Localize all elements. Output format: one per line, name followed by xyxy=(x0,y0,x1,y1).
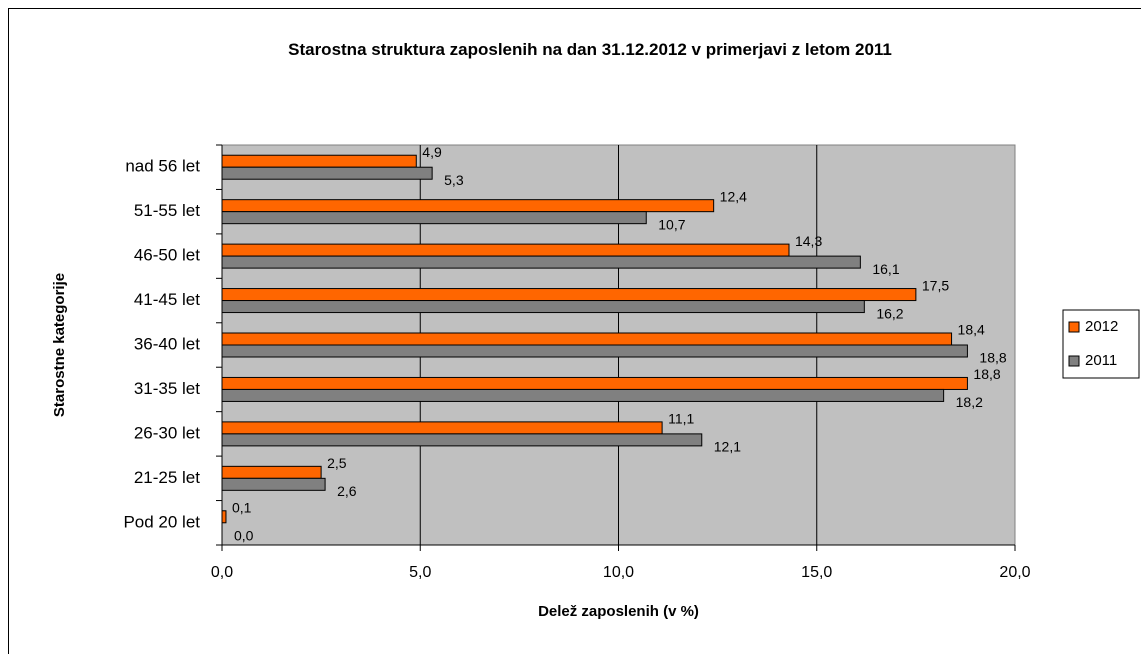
data-label: 17,5 xyxy=(922,277,949,293)
chart-title: Starostna struktura zaposlenih na dan 31… xyxy=(288,40,892,59)
data-label: 0,0 xyxy=(234,527,254,543)
data-label: 18,4 xyxy=(958,322,985,338)
data-label: 2,5 xyxy=(327,455,347,471)
data-label: 10,7 xyxy=(658,216,685,232)
y-tick-label: 21-25 let xyxy=(134,468,200,487)
y-tick-label: 41-45 let xyxy=(134,290,200,309)
y-tick-label: 26-30 let xyxy=(134,423,200,442)
bar xyxy=(221,388,945,402)
legend-label: 2012 xyxy=(1085,318,1118,335)
bar xyxy=(221,199,715,213)
bar xyxy=(221,510,227,524)
y-tick-label: Pod 20 let xyxy=(123,512,200,531)
bar xyxy=(221,433,703,447)
data-label: 4,9 xyxy=(422,144,442,160)
data-label: 16,2 xyxy=(876,305,903,321)
legend-swatch xyxy=(1068,355,1080,367)
x-tick-label: 0,0 xyxy=(211,564,233,581)
bar xyxy=(221,344,968,358)
data-label: 12,4 xyxy=(720,188,747,204)
bar xyxy=(221,332,953,346)
data-label: 14,3 xyxy=(795,233,822,249)
data-label: 18,2 xyxy=(956,394,983,410)
y-tick-label: 36-40 let xyxy=(134,334,200,353)
data-label: 11,1 xyxy=(668,411,694,427)
x-axis-title: Delež zaposlenih (v %) xyxy=(538,603,699,620)
bar xyxy=(221,166,433,180)
legend-label: 2011 xyxy=(1085,352,1117,369)
bar xyxy=(221,376,968,390)
bar xyxy=(221,211,647,225)
data-label: 12,1 xyxy=(714,439,741,455)
x-tick-label: 15,0 xyxy=(801,564,832,581)
x-tick-label: 20,0 xyxy=(999,564,1030,581)
x-tick-label: 5,0 xyxy=(409,564,431,581)
bar xyxy=(221,243,790,257)
bar xyxy=(221,255,861,269)
y-tick-label: 46-50 let xyxy=(134,246,200,265)
bar xyxy=(221,288,917,302)
legend-box xyxy=(1062,309,1140,379)
data-label: 18,8 xyxy=(979,350,1006,366)
bar xyxy=(221,300,865,314)
bar xyxy=(221,421,663,435)
data-label: 16,1 xyxy=(872,261,899,277)
data-label: 18,8 xyxy=(973,366,1000,382)
x-tick-label: 10,0 xyxy=(603,564,634,581)
bar xyxy=(221,154,417,168)
y-tick-label: nad 56 let xyxy=(125,157,200,176)
bar xyxy=(221,477,326,491)
bar xyxy=(221,465,322,479)
legend-swatch xyxy=(1068,321,1080,333)
y-axis-title: Starostne kategorije xyxy=(51,273,68,417)
data-label: 2,6 xyxy=(337,483,357,499)
y-tick-label: 31-35 let xyxy=(134,379,200,398)
y-tick-label: 51-55 let xyxy=(134,201,200,220)
data-label: 0,1 xyxy=(232,499,252,515)
data-label: 5,3 xyxy=(444,172,464,188)
